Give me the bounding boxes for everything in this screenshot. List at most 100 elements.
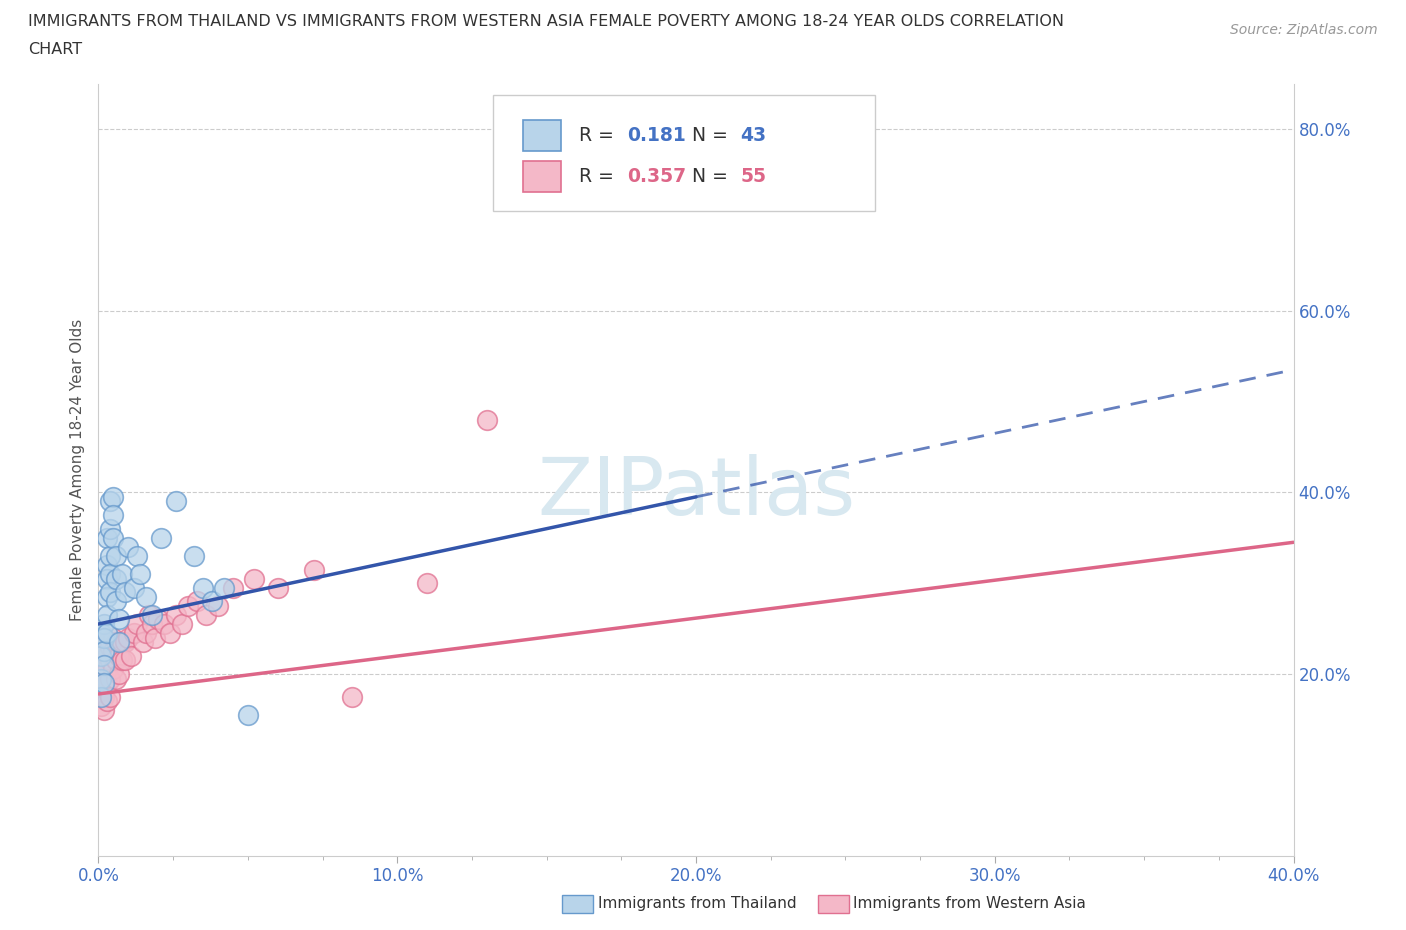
Point [135, 590, 157, 604]
Point [108, 635, 131, 650]
Point [103, 644, 125, 658]
Text: CHART: CHART [28, 42, 82, 57]
Point [186, 594, 208, 609]
Point [165, 607, 187, 622]
Text: 55: 55 [740, 166, 766, 186]
FancyBboxPatch shape [523, 161, 561, 192]
Point [138, 607, 160, 622]
Point [124, 580, 146, 595]
Point [236, 708, 259, 723]
Point [93, 631, 115, 645]
Point [114, 635, 136, 650]
Text: Immigrants from Western Asia: Immigrants from Western Asia [853, 897, 1087, 911]
Point [108, 667, 131, 682]
Point [90, 626, 112, 641]
Point [96, 635, 118, 650]
Point [108, 612, 131, 627]
Point [98, 689, 122, 704]
Y-axis label: Female Poverty Among 18-24 Year Olds: Female Poverty Among 18-24 Year Olds [69, 318, 84, 621]
Point [96, 558, 118, 573]
Point [129, 566, 152, 581]
Point [103, 489, 125, 504]
Text: IMMIGRANTS FROM THAILAND VS IMMIGRANTS FROM WESTERN ASIA FEMALE POVERTY AMONG 18: IMMIGRANTS FROM THAILAND VS IMMIGRANTS F… [28, 14, 1064, 29]
Point [90, 671, 112, 686]
Point [143, 631, 166, 645]
Point [172, 617, 194, 631]
Point [98, 653, 122, 668]
Point [96, 571, 118, 586]
Point [93, 644, 115, 658]
Point [93, 675, 115, 690]
Point [103, 508, 125, 523]
Point [98, 521, 122, 536]
Point [267, 580, 290, 595]
Point [148, 612, 170, 627]
Point [124, 626, 146, 641]
Point [90, 658, 112, 672]
Point [127, 617, 149, 631]
Point [93, 658, 115, 672]
Point [114, 585, 136, 600]
FancyBboxPatch shape [523, 120, 561, 151]
Text: N =: N = [692, 166, 734, 186]
Point [475, 412, 498, 427]
Point [150, 530, 173, 545]
Point [103, 662, 125, 677]
Point [105, 549, 128, 564]
Point [105, 635, 128, 650]
Point [96, 530, 118, 545]
Point [127, 549, 149, 564]
Point [96, 590, 118, 604]
Point [120, 648, 142, 663]
Point [96, 648, 118, 663]
Point [93, 671, 115, 686]
Point [117, 631, 139, 645]
Point [302, 562, 325, 577]
Point [117, 539, 139, 554]
Point [165, 494, 187, 509]
Point [98, 585, 122, 600]
Point [183, 549, 205, 564]
Point [90, 689, 112, 704]
Point [111, 653, 134, 668]
Point [108, 648, 131, 663]
Point [90, 684, 112, 699]
Point [105, 653, 128, 668]
Point [416, 576, 439, 591]
Point [96, 626, 118, 641]
Point [90, 648, 112, 663]
Text: ZIPatlas: ZIPatlas [537, 454, 855, 532]
Point [191, 580, 214, 595]
Point [96, 675, 118, 690]
Point [207, 598, 229, 613]
Point [105, 594, 128, 609]
Point [132, 635, 155, 650]
Text: 0.357: 0.357 [627, 166, 686, 186]
Point [153, 617, 176, 631]
Text: R =: R = [579, 166, 620, 186]
Point [177, 598, 200, 613]
Point [201, 594, 224, 609]
Point [96, 694, 118, 709]
Text: 43: 43 [740, 126, 766, 145]
Point [222, 580, 245, 595]
Point [90, 698, 112, 713]
Point [90, 671, 112, 686]
Point [243, 571, 266, 586]
Point [111, 635, 134, 650]
Point [103, 530, 125, 545]
Point [159, 626, 181, 641]
Point [105, 571, 128, 586]
Point [135, 626, 157, 641]
FancyBboxPatch shape [494, 95, 876, 211]
Point [342, 689, 364, 704]
Point [98, 566, 122, 581]
Point [93, 617, 115, 631]
Point [96, 607, 118, 622]
Point [141, 617, 163, 631]
Point [98, 671, 122, 686]
Point [93, 644, 115, 658]
Text: Source: ZipAtlas.com: Source: ZipAtlas.com [1230, 23, 1378, 37]
Point [212, 580, 235, 595]
Text: N =: N = [692, 126, 734, 145]
